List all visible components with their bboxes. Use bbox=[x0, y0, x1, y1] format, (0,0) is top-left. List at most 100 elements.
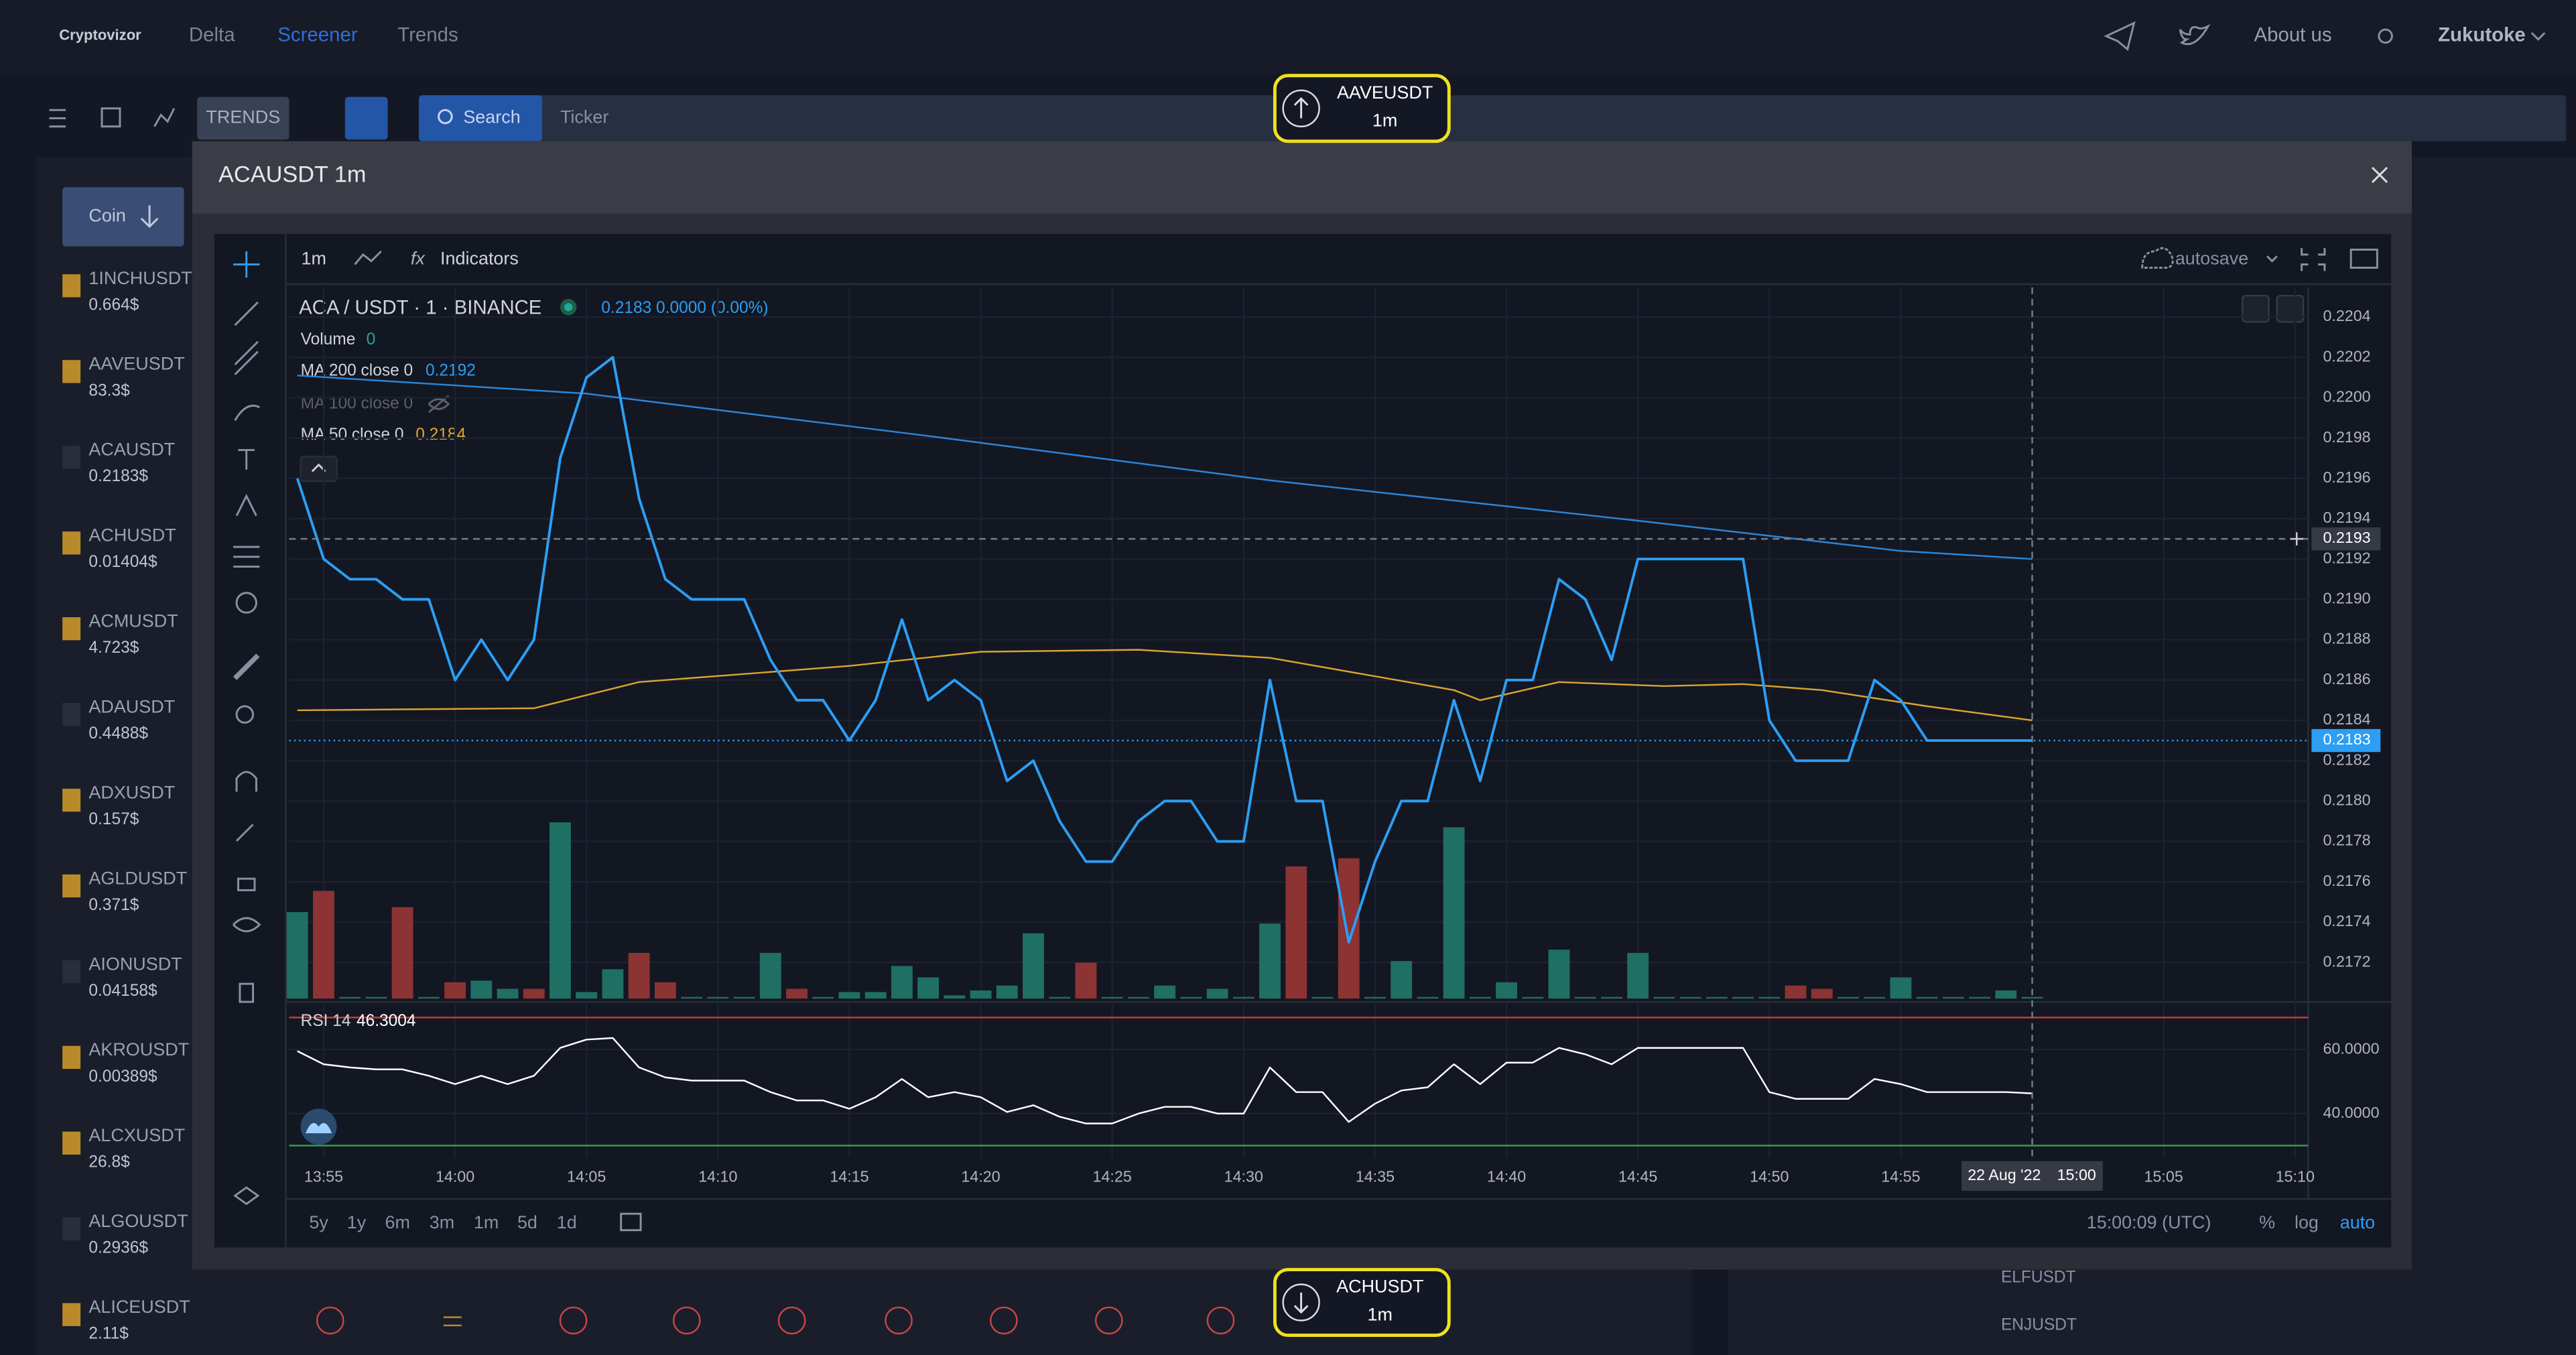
volume-bar bbox=[1049, 996, 1071, 999]
autosave[interactable]: autosave bbox=[2175, 248, 2248, 268]
volume-bar bbox=[1075, 962, 1097, 999]
coin-name[interactable]: ADXUSDT bbox=[88, 782, 175, 802]
prev-badge[interactable] bbox=[1273, 74, 1451, 143]
icon-tool[interactable] bbox=[235, 592, 257, 614]
range-bar: 5y 1y 6m 3m 1m 5d 1d bbox=[309, 1212, 576, 1232]
search-button[interactable] bbox=[419, 95, 543, 141]
volume-bar bbox=[470, 980, 493, 999]
up-arrow bbox=[1293, 96, 1309, 119]
scroll-button[interactable] bbox=[2242, 294, 2270, 323]
log-button[interactable]: log bbox=[2295, 1212, 2319, 1232]
modal-header bbox=[192, 141, 2412, 214]
coin-name[interactable]: AIONUSDT bbox=[88, 954, 182, 974]
coin-name[interactable]: ADAUSDT bbox=[88, 696, 175, 716]
hidden-icon[interactable] bbox=[428, 395, 450, 413]
coin-name[interactable]: ACMUSDT bbox=[88, 611, 178, 631]
coin-name[interactable]: AKROUSDT bbox=[88, 1039, 189, 1059]
range-button[interactable]: 1m bbox=[474, 1212, 499, 1232]
text-tool[interactable] bbox=[238, 449, 255, 470]
prediction-tool[interactable] bbox=[233, 545, 260, 568]
about-link[interactable]: About us bbox=[2254, 24, 2332, 46]
nav-item[interactable]: Delta bbox=[189, 24, 235, 46]
lock-tool[interactable] bbox=[237, 877, 256, 891]
volume-bar bbox=[602, 969, 624, 999]
volume-bar bbox=[417, 996, 440, 999]
interval-button[interactable]: 1m bbox=[302, 248, 326, 268]
crosshair-date: 22 Aug '22 bbox=[1968, 1166, 2041, 1183]
volume-bar bbox=[1890, 977, 1912, 999]
zoom-tool[interactable] bbox=[235, 705, 255, 724]
add-alert[interactable] bbox=[2290, 532, 2304, 545]
ticker-input[interactable]: Ticker bbox=[560, 107, 608, 127]
magnet-tool[interactable] bbox=[235, 771, 257, 792]
crosshair-tool[interactable] bbox=[233, 251, 260, 278]
x-tick-label: 14:40 bbox=[1487, 1167, 1526, 1185]
trends-button[interactable] bbox=[197, 96, 289, 140]
volume-bar bbox=[1391, 961, 1413, 999]
chart-widget bbox=[212, 232, 2393, 1249]
coin-flag bbox=[62, 446, 81, 469]
brush-tool[interactable] bbox=[234, 404, 260, 422]
reset-button[interactable] bbox=[2276, 294, 2305, 323]
crosshair-time-tag bbox=[1961, 1161, 2103, 1191]
list-view[interactable] bbox=[49, 109, 66, 128]
indicators-button[interactable]: Indicators bbox=[440, 248, 519, 268]
neutral-icon bbox=[443, 1316, 462, 1327]
range-button[interactable]: 5y bbox=[309, 1212, 328, 1232]
telegram-icon[interactable] bbox=[2104, 21, 2136, 52]
volume-bar bbox=[944, 995, 966, 999]
auto-button[interactable]: auto bbox=[2340, 1212, 2375, 1232]
prev-interval: 1m bbox=[1372, 110, 1397, 130]
trash-tool[interactable] bbox=[239, 982, 255, 1003]
row-icons bbox=[316, 1306, 1350, 1335]
pattern-tool[interactable] bbox=[235, 493, 257, 517]
twitter-icon[interactable] bbox=[2179, 23, 2211, 46]
range-button[interactable]: 1d bbox=[557, 1212, 577, 1232]
volume-bar bbox=[1127, 996, 1149, 999]
ruler-tool[interactable] bbox=[233, 653, 260, 680]
draw-mode[interactable] bbox=[235, 824, 254, 842]
range-button[interactable]: 6m bbox=[385, 1212, 410, 1232]
next-badge[interactable] bbox=[1273, 1268, 1451, 1338]
grid-view[interactable] bbox=[101, 107, 121, 128]
hide-tool[interactable] bbox=[233, 917, 261, 933]
coin-name[interactable]: ALCXUSDT bbox=[88, 1125, 185, 1145]
date-range[interactable] bbox=[620, 1212, 642, 1232]
logo[interactable]: Cryptovizor bbox=[59, 27, 141, 44]
coin-name[interactable]: ALGOUSDT bbox=[88, 1211, 188, 1231]
coin-name[interactable]: ACHUSDT bbox=[88, 525, 176, 545]
fib-tool[interactable] bbox=[234, 340, 259, 375]
chart-view[interactable] bbox=[153, 108, 176, 127]
coin-header[interactable] bbox=[62, 187, 184, 247]
range-button[interactable]: 5d bbox=[517, 1212, 537, 1232]
coin-name[interactable]: AGLDUSDT bbox=[88, 868, 187, 888]
trend-tool[interactable] bbox=[234, 301, 259, 326]
range-button[interactable]: 1y bbox=[347, 1212, 367, 1232]
side-item[interactable]: ENJUSDT bbox=[2001, 1315, 2077, 1334]
search-bar[interactable] bbox=[419, 95, 2567, 141]
percent-button[interactable]: % bbox=[2259, 1212, 2275, 1232]
coin-name[interactable]: ACAUSDT bbox=[88, 440, 175, 460]
side-item[interactable]: ELFUSDT bbox=[2001, 1268, 2076, 1286]
x-tick-label: 13:55 bbox=[304, 1167, 343, 1185]
layers[interactable] bbox=[233, 1186, 260, 1206]
layout-button[interactable] bbox=[344, 96, 388, 140]
chart-type[interactable] bbox=[354, 250, 382, 265]
user-menu[interactable]: Zukutoke bbox=[2438, 24, 2526, 46]
range-button[interactable]: 3m bbox=[430, 1212, 454, 1232]
prev-symbol: AAVEUSDT bbox=[1337, 82, 1433, 103]
nav-item[interactable]: Trends bbox=[397, 24, 458, 46]
theme-toggle[interactable] bbox=[2378, 28, 2393, 44]
snapshot[interactable] bbox=[2349, 249, 2378, 269]
collapse-legend[interactable] bbox=[300, 456, 338, 482]
close-button[interactable] bbox=[2371, 166, 2388, 184]
x-tick-label: 14:55 bbox=[1881, 1167, 1920, 1185]
next-symbol: ACHUSDT bbox=[1336, 1277, 1423, 1297]
volume-bar bbox=[1023, 933, 1044, 999]
coin-name[interactable]: AAVEUSDT bbox=[88, 354, 184, 374]
coin-name[interactable]: 1INCHUSDT bbox=[88, 268, 192, 288]
coin-name[interactable]: ALICEUSDT bbox=[88, 1297, 190, 1317]
trends-label: TRENDS bbox=[206, 107, 280, 127]
nav-item[interactable]: Screener bbox=[277, 24, 358, 46]
fullscreen[interactable] bbox=[2301, 248, 2326, 271]
